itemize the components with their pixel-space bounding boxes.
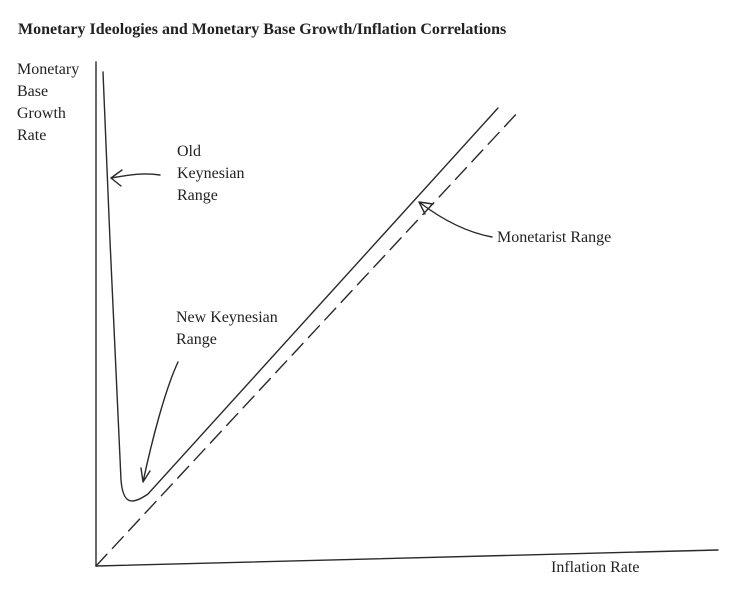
arrow	[140, 361, 179, 483]
text-line: Keynesian	[177, 165, 245, 182]
title: Monetary Ideologies and Monetary Base Gr…	[18, 21, 506, 38]
text-line: Base	[17, 83, 48, 100]
arrow	[110, 169, 161, 187]
text-line: Monetary	[17, 61, 79, 78]
annotation: Old Keynesian Range	[177, 143, 245, 204]
dashed-line	[95, 109, 521, 567]
x-axis	[95, 549, 719, 567]
text-line: Range	[177, 187, 218, 204]
correlation-curve	[102, 71, 499, 502]
arrow	[418, 201, 493, 238]
text-line: Growth	[17, 105, 66, 122]
text-line: New Keynesian	[176, 309, 278, 326]
text-line: Old	[177, 143, 201, 160]
annotation: New Keynesian Range	[176, 309, 278, 348]
annotation: Monetarist Range	[497, 229, 611, 246]
text-line: Rate	[17, 127, 46, 144]
text-line: Range	[176, 331, 217, 348]
y-axis-label: Monetary Base Growth Rate	[17, 61, 79, 144]
x-axis-label: Inflation Rate	[551, 559, 639, 576]
text-line: Monetarist Range	[497, 229, 611, 246]
